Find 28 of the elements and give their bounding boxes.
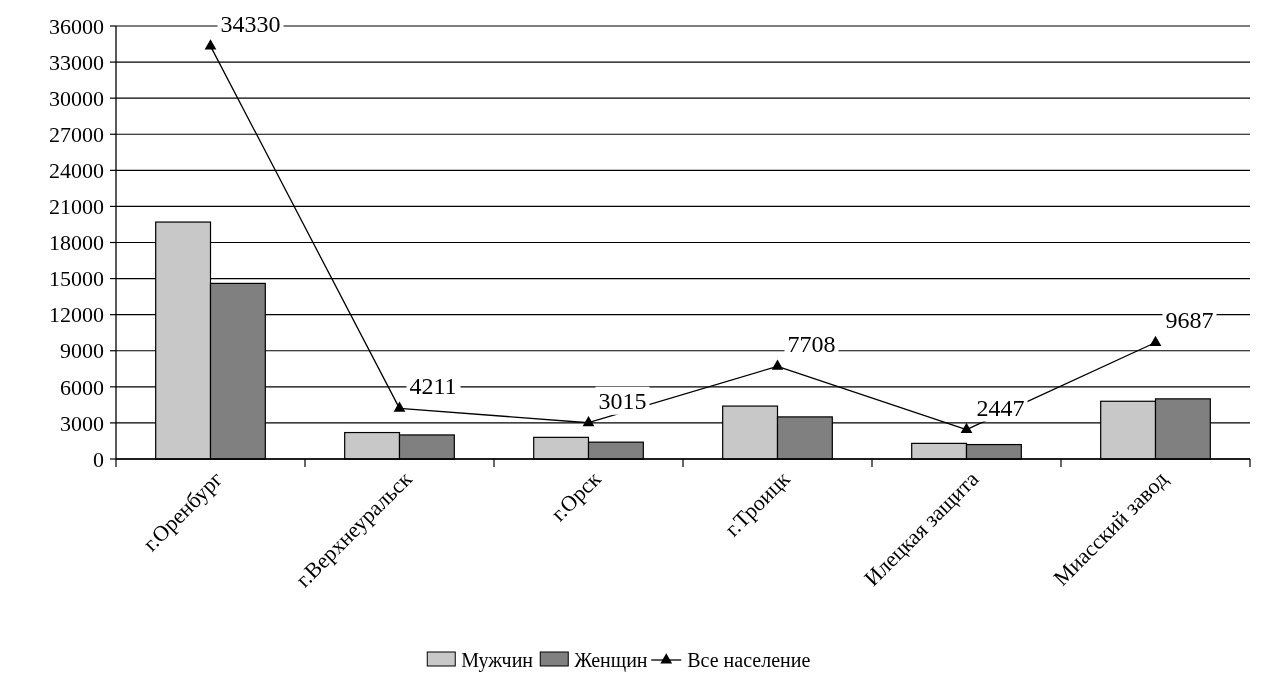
y-tick-label: 12000: [49, 302, 104, 328]
y-tick-label: 0: [93, 446, 104, 472]
y-tick-label: 30000: [49, 85, 104, 111]
y-tick-label: 18000: [49, 230, 104, 256]
point: [582, 415, 595, 427]
y-tick-label: 15000: [49, 266, 104, 292]
y-tick-label: 36000: [49, 13, 104, 39]
y-tick-label: 27000: [49, 121, 104, 147]
legend-label: Мужчин: [461, 649, 534, 672]
y-tick-label: 33000: [49, 49, 104, 75]
y-tick-label: 24000: [49, 158, 104, 184]
point: [204, 39, 217, 50]
point: [393, 401, 406, 412]
point: [1149, 335, 1162, 346]
data-label: 34330: [220, 11, 281, 38]
legend-label: Женщин: [574, 649, 648, 672]
data-label: 9687: [1165, 307, 1214, 334]
data-label: 3015: [598, 387, 647, 414]
point: [771, 359, 784, 370]
y-tick-label: 9000: [60, 338, 104, 364]
data-label: 2447: [976, 394, 1025, 421]
data-label: 4211: [409, 373, 457, 400]
y-tick-label: 6000: [60, 374, 104, 400]
data-label: 7708: [787, 331, 836, 358]
legend-label: Все население: [687, 649, 811, 671]
y-tick-label: 3000: [60, 410, 104, 436]
point: [960, 422, 973, 433]
y-tick-label: 21000: [49, 194, 104, 220]
